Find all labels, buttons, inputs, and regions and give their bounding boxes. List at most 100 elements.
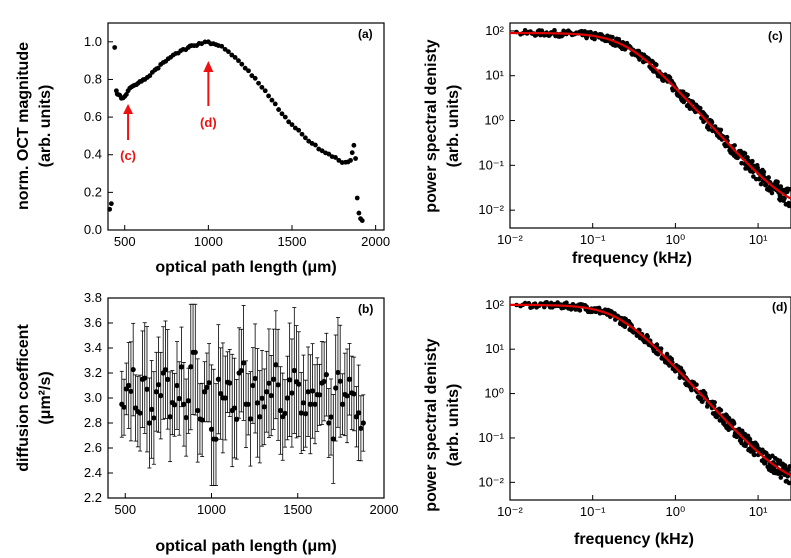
data-point xyxy=(137,410,143,416)
panel-a-tag: (a) xyxy=(358,27,373,41)
data-point xyxy=(353,156,358,161)
data-point xyxy=(356,210,362,216)
x-tick-label: 10⁻² xyxy=(497,232,523,247)
data-point xyxy=(664,351,670,357)
data-point xyxy=(245,401,251,407)
data-point xyxy=(275,382,281,388)
x-tick-label: 10⁰ xyxy=(666,504,686,519)
data-point xyxy=(786,203,791,209)
data-point xyxy=(697,105,703,111)
panel-d-xlabel: frequency (kHz) xyxy=(574,531,694,548)
data-point xyxy=(552,27,557,33)
data-point xyxy=(750,158,755,164)
y-tick-label: 10² xyxy=(485,297,504,312)
data-point xyxy=(174,382,180,389)
data-point xyxy=(777,458,783,464)
data-point xyxy=(709,120,715,125)
data-point xyxy=(302,135,308,141)
panel-d-frame xyxy=(509,296,791,501)
data-point xyxy=(192,349,198,355)
data-point xyxy=(307,401,313,407)
fit-curve xyxy=(510,303,791,477)
data-point xyxy=(689,387,694,393)
data-point xyxy=(349,150,355,156)
data-point xyxy=(227,380,233,386)
data-point xyxy=(249,73,255,79)
data-point xyxy=(195,407,201,414)
y-tick-label: 2.8 xyxy=(84,415,102,430)
data-point xyxy=(188,364,194,370)
data-point xyxy=(775,179,780,185)
y-tick-label: 0.6 xyxy=(84,109,102,124)
y-tick-label: 10¹ xyxy=(485,68,504,83)
data-point xyxy=(326,420,332,426)
data-point xyxy=(769,190,775,196)
data-point xyxy=(328,414,334,420)
data-point xyxy=(654,342,660,347)
data-point xyxy=(282,114,288,120)
data-point xyxy=(685,92,690,98)
data-point xyxy=(276,107,282,112)
data-point xyxy=(155,382,162,388)
panel-c-tag: (c) xyxy=(768,29,783,43)
y-tick-label: 10⁻¹ xyxy=(478,157,504,172)
data-point xyxy=(786,480,791,486)
data-point xyxy=(321,378,327,385)
data-point xyxy=(610,34,615,40)
panel-c-ylabel-line1: power spectral denisty xyxy=(423,39,440,212)
data-point xyxy=(326,151,332,157)
data-point xyxy=(360,420,366,426)
data-point xyxy=(289,390,295,396)
data-point xyxy=(176,395,182,402)
data-point xyxy=(250,382,256,389)
data-point xyxy=(344,393,350,399)
y-tick-label: 2.4 xyxy=(84,465,102,480)
data-point xyxy=(231,405,238,411)
x-tick-label: 500 xyxy=(114,502,136,517)
data-point xyxy=(215,376,221,382)
data-point xyxy=(747,437,753,442)
data-point xyxy=(654,62,659,68)
panel-b-tag: (b) xyxy=(358,302,373,316)
data-point xyxy=(126,382,132,389)
panel-c-frame xyxy=(509,22,791,229)
data-point xyxy=(335,369,341,376)
data-point xyxy=(785,467,791,473)
data-point xyxy=(142,375,148,381)
panel-a-annotations: (c) (d) xyxy=(120,61,217,163)
y-tick-label: 0.2 xyxy=(84,184,102,199)
data-point xyxy=(298,410,304,416)
data-point xyxy=(358,425,364,431)
data-point xyxy=(300,400,307,406)
data-point xyxy=(351,142,357,148)
data-point xyxy=(706,127,712,132)
data-point xyxy=(204,384,210,390)
data-point xyxy=(704,114,710,119)
data-point xyxy=(146,420,152,426)
data-point xyxy=(282,410,288,416)
data-point xyxy=(305,389,311,395)
data-point xyxy=(316,392,323,398)
data-point xyxy=(289,122,295,128)
data-point xyxy=(323,372,329,378)
data-point xyxy=(348,157,353,163)
panel-a-frame xyxy=(107,22,385,231)
annotation-c-label: (c) xyxy=(120,148,136,163)
data-point xyxy=(333,385,339,391)
x-tick-label: 10⁰ xyxy=(666,232,686,247)
data-point xyxy=(257,414,263,420)
y-tick-label: 10⁻² xyxy=(478,474,504,489)
data-point xyxy=(340,401,346,407)
data-point xyxy=(787,464,791,469)
data-point xyxy=(167,414,173,420)
data-point xyxy=(694,382,699,387)
panel-c-marks xyxy=(510,27,791,209)
y-tick-label: 0.4 xyxy=(84,147,102,162)
data-point xyxy=(165,376,171,382)
data-point xyxy=(229,52,235,58)
x-tick-label: 1500 xyxy=(283,502,312,517)
y-tick-label: 10⁰ xyxy=(484,386,504,401)
data-point xyxy=(162,367,169,373)
panel-a-oct-magnitude: (a) norm. OCT magnitude (arb. units) opt… xyxy=(15,22,390,276)
